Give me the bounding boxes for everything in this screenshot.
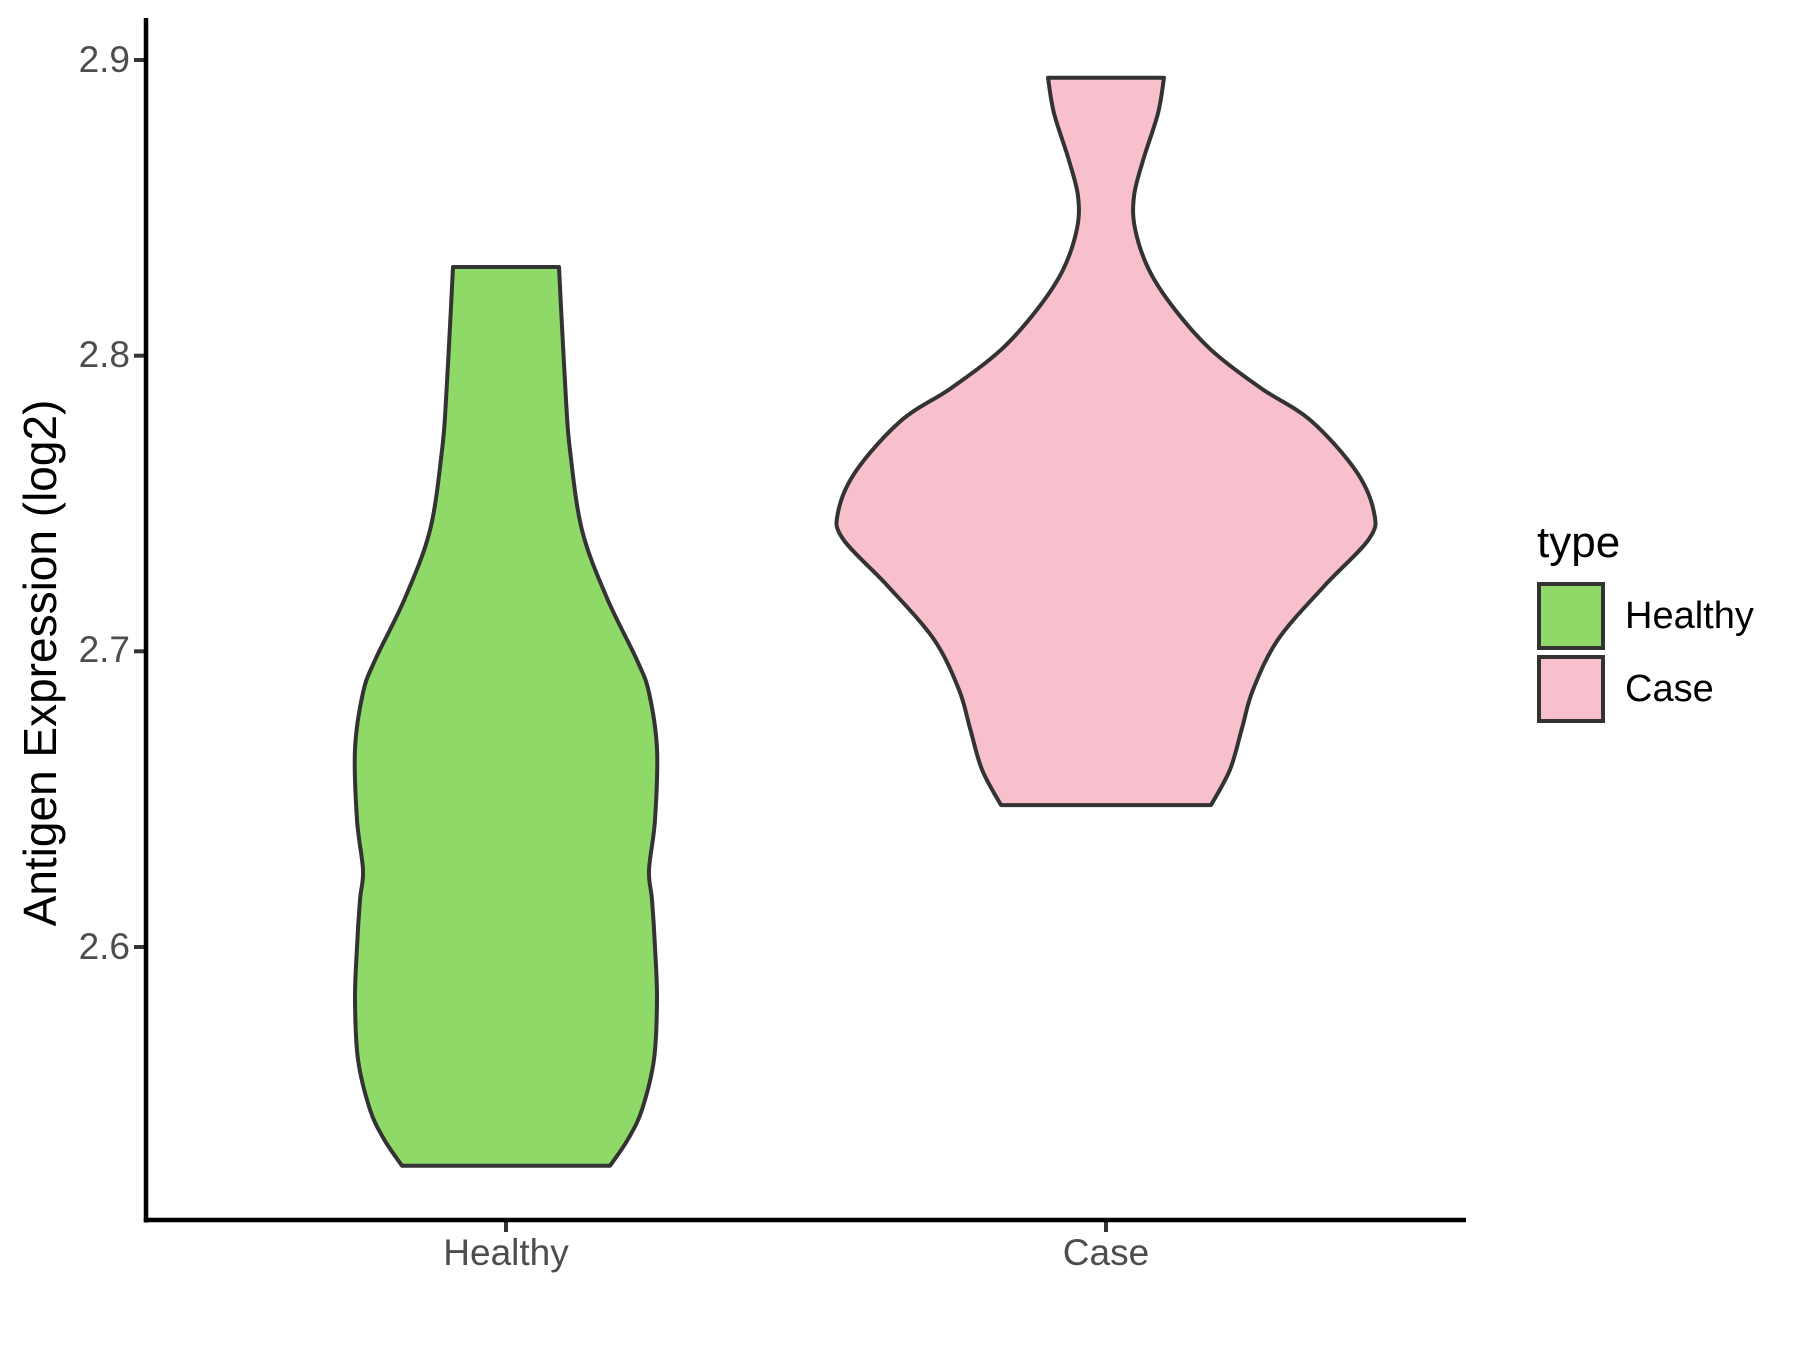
violin-case: [834, 75, 1378, 808]
y-tick-label-2-6: 2.6: [78, 926, 130, 967]
legend-title: type: [1537, 518, 1621, 567]
legend: type Healthy Case: [1537, 516, 1754, 728]
violins-group: [352, 75, 1378, 1168]
legend-row-healthy: Healthy: [1537, 582, 1754, 650]
y-tick-label-2-7: 2.7: [78, 629, 130, 670]
y-tick-label-2-9: 2.9: [78, 39, 130, 80]
legend-label-healthy: Healthy: [1625, 594, 1754, 637]
violin-healthy: [352, 265, 660, 1168]
x-tick-label-healthy: Healthy: [443, 1232, 569, 1273]
legend-swatch-case-icon: [1537, 655, 1605, 723]
legend-swatch-healthy-icon: [1537, 582, 1605, 650]
y-tick-label-2-8: 2.8: [78, 334, 130, 375]
legend-label-case: Case: [1625, 667, 1714, 710]
x-tick-label-case: Case: [1062, 1232, 1150, 1273]
legend-row-case: Case: [1537, 655, 1754, 723]
